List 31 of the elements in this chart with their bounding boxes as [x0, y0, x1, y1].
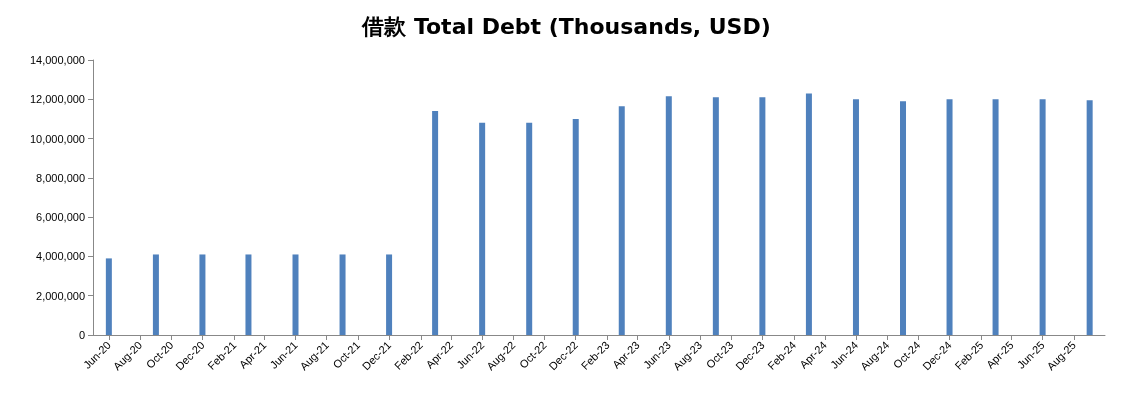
y-tick-label: 12,000,000	[29, 93, 85, 106]
bar	[386, 254, 393, 335]
y-tick-label: 6,000,000	[36, 211, 85, 224]
bar	[479, 122, 486, 335]
bar	[245, 254, 252, 335]
bar	[432, 111, 439, 335]
bar	[992, 99, 999, 335]
bar	[105, 258, 112, 335]
chart-title: 借款 Total Debt (Thousands, USD)	[361, 13, 771, 39]
bar	[1086, 100, 1093, 335]
bar	[900, 101, 907, 335]
bar	[152, 254, 159, 335]
y-tick-label: 14,000,000	[29, 54, 85, 66]
bar	[1039, 99, 1046, 335]
y-tick-label: 4,000,000	[36, 250, 85, 263]
bar	[805, 93, 812, 335]
bar	[712, 97, 719, 335]
bar	[292, 254, 299, 335]
bar	[946, 99, 953, 335]
bar	[759, 97, 766, 335]
y-tick-label: 10,000,000	[29, 132, 85, 145]
bar	[852, 99, 859, 335]
y-tick-label: 8,000,000	[36, 171, 85, 184]
bar	[339, 254, 346, 335]
bar	[572, 118, 579, 335]
y-tick-label: 0	[78, 329, 85, 341]
bar	[526, 122, 533, 335]
bar	[665, 96, 672, 335]
y-tick-label: 2,000,000	[36, 289, 85, 302]
bar	[618, 106, 625, 335]
bar	[199, 254, 206, 335]
